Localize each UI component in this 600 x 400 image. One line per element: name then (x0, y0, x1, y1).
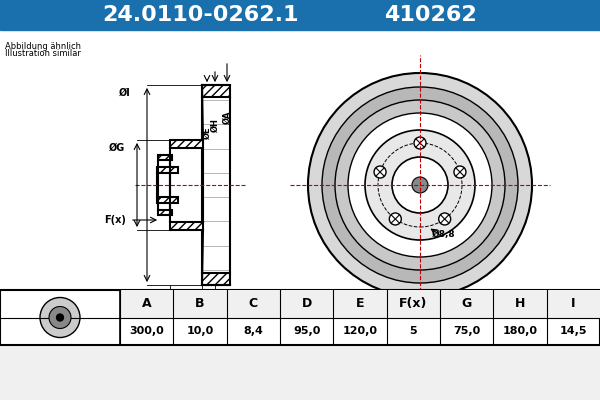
Text: 180,0: 180,0 (503, 326, 538, 336)
Text: G: G (461, 297, 472, 310)
Text: ØI: ØI (119, 88, 131, 98)
Circle shape (389, 213, 401, 225)
Circle shape (414, 137, 426, 149)
Text: ØE: ØE (203, 127, 212, 139)
Circle shape (56, 314, 64, 321)
Text: D: D (302, 297, 312, 310)
Text: 95,0: 95,0 (293, 326, 320, 336)
Text: 14,5: 14,5 (560, 326, 587, 336)
Text: Ø8,8: Ø8,8 (432, 230, 455, 240)
Text: H: H (515, 297, 525, 310)
Bar (120, 290, 600, 318)
Circle shape (454, 166, 466, 178)
Text: 120,0: 120,0 (343, 326, 377, 336)
Text: A: A (142, 297, 151, 310)
Bar (0, 30, 600, 345)
Text: B: B (205, 299, 212, 308)
Bar (170, 222, 203, 230)
Circle shape (365, 130, 475, 240)
Bar (0, 290, 600, 345)
Text: 24.0110-0262.1: 24.0110-0262.1 (102, 5, 298, 25)
Text: Abbildung ähnlich: Abbildung ähnlich (5, 42, 81, 51)
Text: C (MTH): C (MTH) (235, 299, 276, 308)
Circle shape (392, 157, 448, 213)
Bar (158, 210, 172, 215)
Bar (202, 85, 230, 97)
Bar (202, 273, 230, 285)
Circle shape (40, 298, 80, 338)
Circle shape (322, 87, 518, 283)
Text: 8,4: 8,4 (244, 326, 263, 336)
Text: 5: 5 (410, 326, 417, 336)
Text: C: C (249, 297, 258, 310)
Text: 75,0: 75,0 (453, 326, 480, 336)
Circle shape (439, 213, 451, 225)
Text: F(x): F(x) (399, 297, 428, 310)
Text: E: E (356, 297, 364, 310)
Circle shape (348, 113, 492, 257)
Text: ØA: ØA (223, 110, 232, 124)
Text: ØH: ØH (211, 118, 220, 132)
Text: I: I (571, 297, 575, 310)
Circle shape (49, 306, 71, 328)
Text: 10,0: 10,0 (187, 326, 214, 336)
Bar (157, 197, 178, 203)
Circle shape (335, 100, 505, 270)
Bar (0, 0, 600, 30)
Bar (157, 167, 178, 173)
Circle shape (308, 73, 532, 297)
Text: D: D (189, 311, 196, 320)
Bar (170, 140, 203, 148)
Circle shape (374, 166, 386, 178)
Text: 300,0: 300,0 (129, 326, 164, 336)
Text: Illustration similar: Illustration similar (5, 49, 81, 58)
Text: ØG: ØG (109, 143, 125, 153)
Bar (158, 155, 172, 160)
Text: F(x): F(x) (104, 215, 126, 225)
Circle shape (412, 177, 428, 193)
Text: B: B (195, 297, 205, 310)
Text: 410262: 410262 (383, 5, 476, 25)
